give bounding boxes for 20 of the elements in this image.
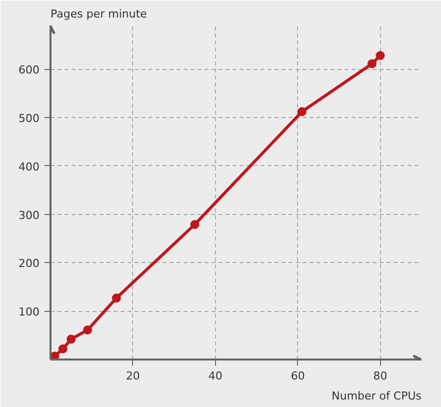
y-tick-label: 100	[18, 306, 40, 319]
y-tick-label: 600	[18, 64, 40, 77]
x-tick-label: 80	[373, 370, 388, 382]
x-tick-label: 60	[290, 370, 305, 382]
x-tick-label: 20	[126, 370, 140, 382]
point	[376, 51, 385, 60]
x-tick-label: 40	[208, 370, 222, 382]
point	[368, 59, 377, 68]
point	[190, 220, 200, 229]
y-axis-title: Pages per minute	[50, 8, 148, 20]
y-tick-label: 200	[18, 257, 40, 270]
point	[112, 294, 121, 303]
y-tick-label: 300	[18, 208, 40, 222]
point	[66, 334, 76, 344]
point	[297, 107, 306, 116]
y-tick-label: 500	[18, 112, 40, 125]
point	[83, 325, 92, 334]
x-axis-title: Number of CPUs	[332, 390, 422, 402]
y-tick-label: 400	[18, 160, 40, 174]
point	[58, 344, 68, 354]
